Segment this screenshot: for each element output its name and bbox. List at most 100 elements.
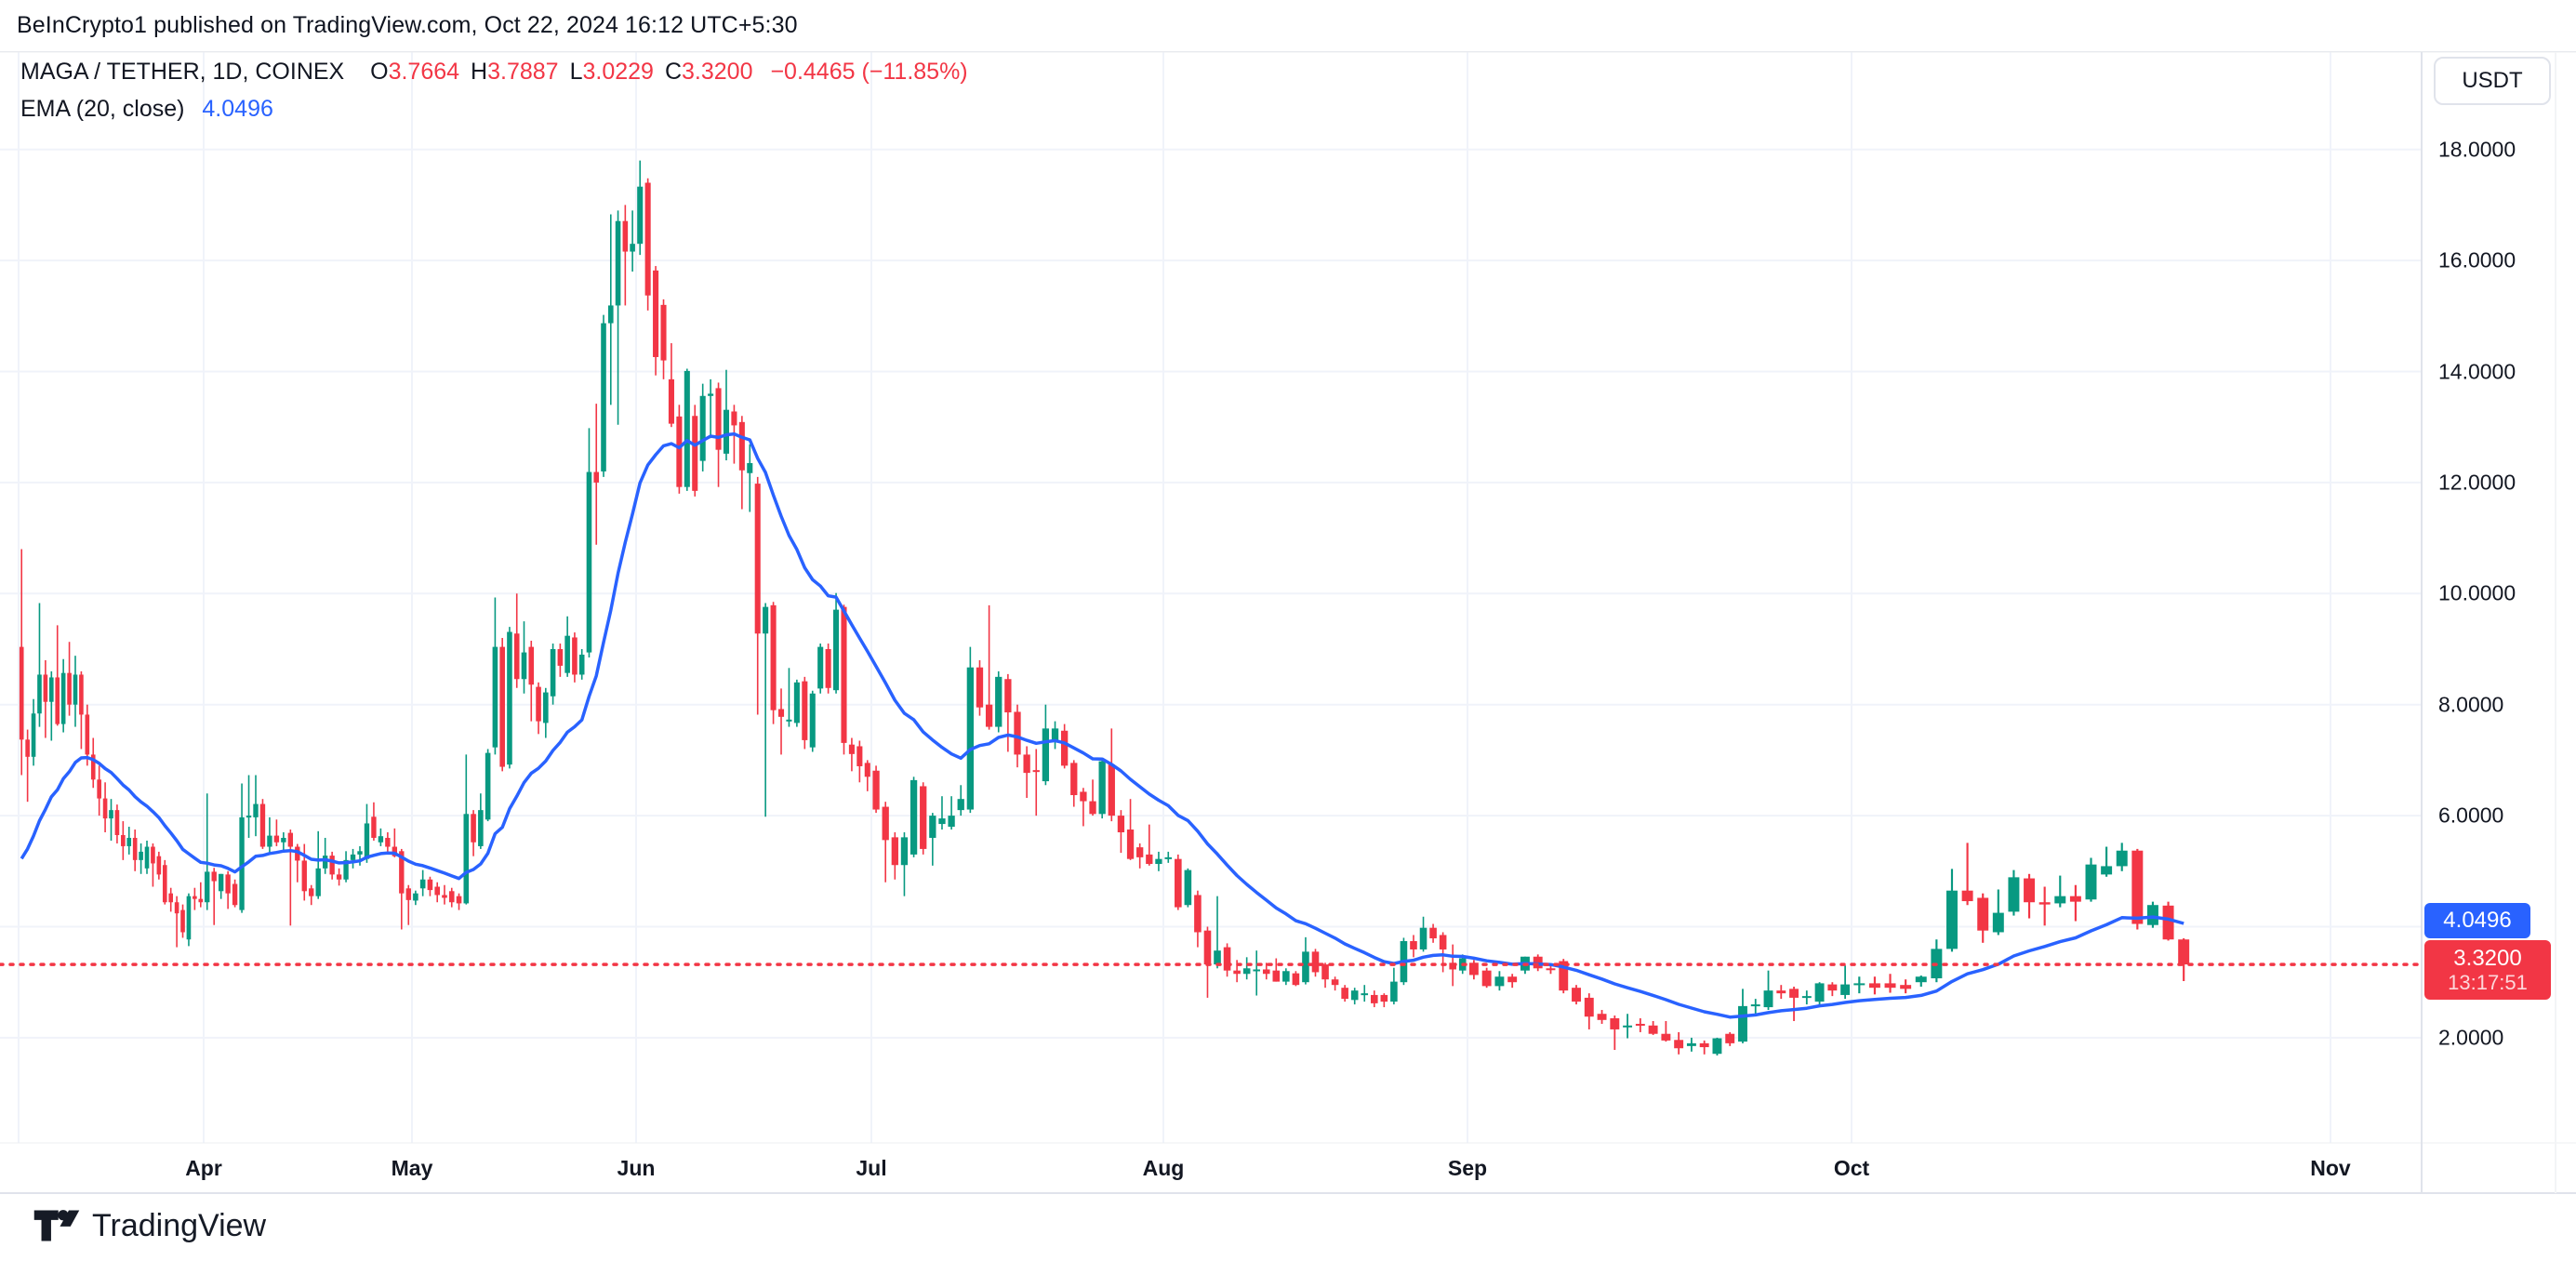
candle-body bbox=[162, 865, 167, 903]
candle-body bbox=[301, 860, 307, 892]
candle-body bbox=[1233, 970, 1241, 975]
candle-body bbox=[499, 646, 505, 767]
candle-body bbox=[364, 823, 370, 859]
candle-body bbox=[1361, 993, 1369, 996]
candle-body bbox=[97, 779, 101, 799]
candle-body bbox=[747, 463, 753, 473]
symbol-title: MAGA / TETHER, 1D, COINEX bbox=[20, 59, 345, 85]
candle-body bbox=[1494, 976, 1505, 987]
candle-body bbox=[79, 674, 84, 715]
price-axis-label: 6.0000 bbox=[2438, 803, 2504, 828]
candle-body bbox=[180, 909, 185, 933]
candle-body bbox=[2038, 902, 2051, 905]
candle-body bbox=[1098, 761, 1106, 815]
candle-body bbox=[193, 896, 197, 899]
candle-body bbox=[920, 786, 927, 849]
candle-body bbox=[763, 606, 769, 634]
candle-body bbox=[1014, 711, 1021, 755]
currency-toggle-label: USDT bbox=[2462, 68, 2523, 93]
candle-body bbox=[55, 677, 60, 724]
candle-body bbox=[1223, 947, 1231, 971]
candle-body bbox=[1977, 897, 1989, 931]
candle-body bbox=[1089, 801, 1096, 815]
candle-body bbox=[1481, 970, 1492, 987]
candle-body bbox=[1184, 869, 1192, 906]
candle-body bbox=[357, 851, 363, 855]
candle-body bbox=[1468, 962, 1479, 976]
bar-countdown: 13:17:51 bbox=[2448, 971, 2528, 994]
price-axis-label: 12.0000 bbox=[2438, 470, 2516, 495]
ema-legend-row[interactable]: EMA (20, close) 4.0496 bbox=[20, 96, 273, 123]
candle-body bbox=[966, 667, 975, 810]
candle-body bbox=[1370, 994, 1378, 1003]
candle-body bbox=[543, 692, 549, 723]
candle-body bbox=[1725, 1033, 1735, 1043]
candle-body bbox=[448, 891, 455, 903]
candle-body bbox=[1032, 770, 1040, 773]
candle-body bbox=[864, 763, 870, 777]
candle-body bbox=[485, 752, 491, 820]
candle-body bbox=[668, 378, 674, 424]
candle-body bbox=[174, 902, 179, 914]
candle-body bbox=[1712, 1038, 1722, 1055]
candle-body bbox=[1559, 961, 1569, 991]
candle-body bbox=[872, 770, 880, 810]
candle-body bbox=[1203, 930, 1212, 965]
candle-body bbox=[929, 816, 936, 838]
candle-body bbox=[1946, 890, 1958, 949]
candle-body bbox=[1814, 983, 1825, 1002]
candle-body bbox=[699, 395, 706, 461]
time-axis-label: Oct bbox=[1833, 1156, 1870, 1180]
candle-body bbox=[73, 674, 78, 705]
candle-body bbox=[287, 832, 294, 847]
candle-body bbox=[1108, 764, 1115, 816]
candle-body bbox=[378, 836, 384, 843]
candle-body bbox=[1449, 962, 1456, 970]
candle-body bbox=[957, 799, 964, 811]
candle-body bbox=[25, 739, 30, 757]
currency-toggle-button[interactable]: USDT bbox=[2434, 57, 2551, 105]
candle-body bbox=[399, 851, 405, 894]
change-value: −0.4465 (−11.85%) bbox=[770, 59, 968, 85]
candle-body bbox=[2178, 939, 2190, 965]
candle-body bbox=[644, 182, 651, 296]
candle-body bbox=[1117, 816, 1125, 833]
time-axis-label: Jun bbox=[617, 1156, 656, 1180]
candle-body bbox=[1175, 858, 1182, 908]
candle-body bbox=[1961, 890, 1973, 902]
price-axis-label: 18.0000 bbox=[2438, 137, 2516, 162]
candle-body bbox=[309, 888, 314, 896]
candle-body bbox=[985, 704, 993, 727]
candle-body bbox=[1051, 728, 1059, 741]
time-axis-label: May bbox=[391, 1156, 433, 1180]
publish-header-text: BeInCrypto1 published on TradingView.com… bbox=[17, 12, 798, 38]
symbol-legend-row[interactable]: MAGA / TETHER, 1D, COINEX O3.7664 H3.7887… bbox=[20, 59, 968, 86]
candle-body bbox=[427, 879, 433, 891]
candle-body bbox=[615, 220, 621, 306]
ema-line bbox=[20, 431, 2184, 1019]
candle-body bbox=[1282, 971, 1290, 982]
ohlc-values: O3.7664 H3.7887 L3.0229 C3.3200 bbox=[370, 59, 764, 85]
time-axis-label: Aug bbox=[1142, 1156, 1185, 1180]
candle-body bbox=[350, 854, 356, 860]
candle-body bbox=[232, 883, 238, 906]
candle-body bbox=[572, 637, 578, 675]
candle-body bbox=[1686, 1042, 1696, 1046]
candle-body bbox=[676, 416, 683, 487]
tradingview-logo[interactable]: TradingView bbox=[33, 1205, 266, 1246]
candle-body bbox=[1439, 935, 1447, 949]
candle-body bbox=[1262, 969, 1270, 975]
candle-body bbox=[1311, 951, 1320, 973]
candle-body bbox=[1635, 1023, 1645, 1026]
candle-body bbox=[1242, 968, 1251, 975]
candle-body bbox=[948, 816, 955, 828]
candle-body bbox=[126, 837, 132, 846]
candle-body bbox=[156, 856, 162, 875]
time-axis-label: Nov bbox=[2310, 1156, 2351, 1180]
candle-body bbox=[37, 674, 42, 714]
candle-body bbox=[2085, 864, 2097, 900]
candle-body bbox=[601, 323, 606, 471]
candle-body bbox=[564, 635, 570, 673]
